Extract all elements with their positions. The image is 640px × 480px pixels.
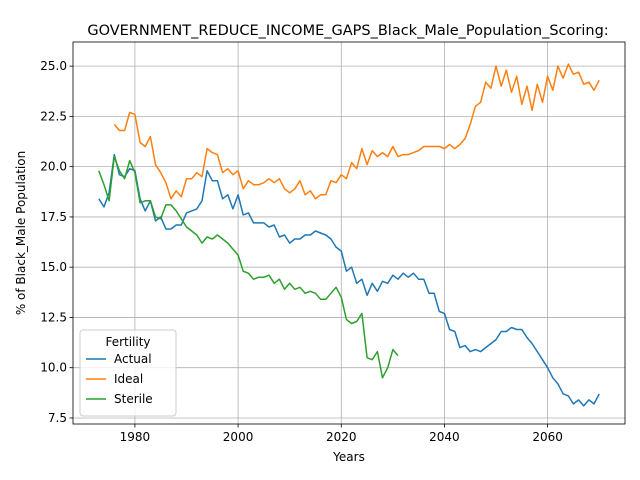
x-tick-label: 2000 [223, 430, 254, 444]
x-tick-label: 2020 [326, 430, 357, 444]
y-tick-label: 22.5 [40, 109, 67, 123]
legend-label-ideal: Ideal [114, 372, 143, 386]
y-tick-label: 20.0 [40, 160, 67, 174]
y-tick-label: 12.5 [40, 310, 67, 324]
y-axis-label: % of Black_Male Population [14, 151, 28, 315]
y-tick-label: 10.0 [40, 361, 67, 375]
x-axis-label: Years [332, 450, 365, 464]
y-tick-label: 15.0 [40, 260, 67, 274]
legend-title: Fertility [105, 335, 150, 349]
y-tick-label: 25.0 [40, 59, 67, 73]
chart-title: GOVERNMENT_REDUCE_INCOME_GAPS_Black_Male… [87, 23, 608, 39]
y-tick-label: 7.5 [48, 411, 67, 425]
y-tick-label: 17.5 [40, 210, 67, 224]
x-tick-label: 2040 [429, 430, 460, 444]
x-tick-label: 2060 [532, 430, 563, 444]
legend-label-actual: Actual [114, 352, 152, 366]
legend: Fertility Actual Ideal Sterile [80, 330, 176, 416]
legend-label-sterile: Sterile [114, 392, 153, 406]
x-tick-label: 1980 [120, 430, 151, 444]
